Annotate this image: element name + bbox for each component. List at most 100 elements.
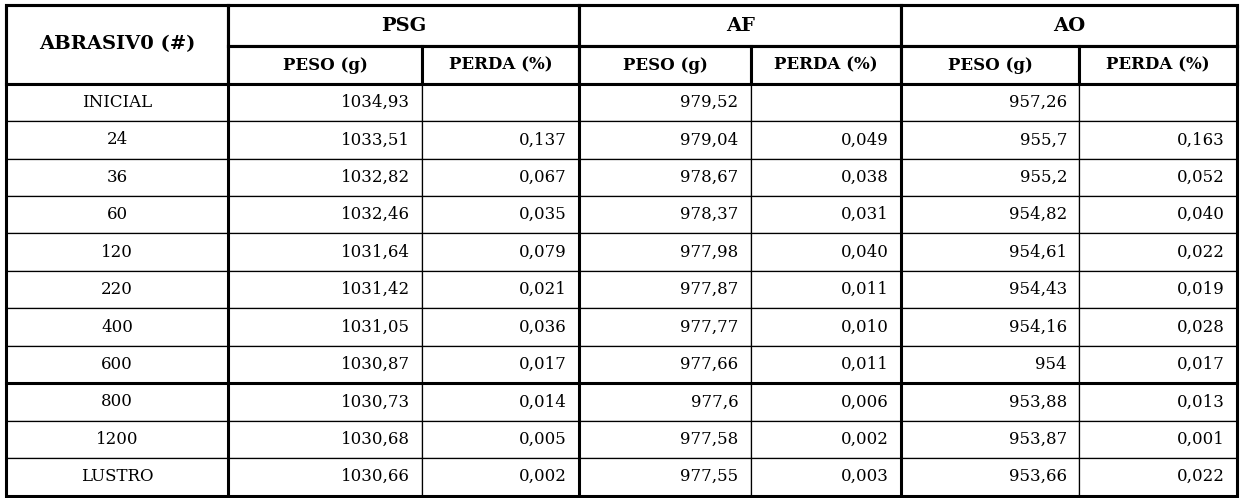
Bar [6, 458, 229, 496]
Text: 977,87: 977,87 [680, 281, 738, 298]
Bar [6, 383, 229, 421]
Text: PESO (g): PESO (g) [948, 57, 1033, 74]
Bar [901, 84, 1079, 121]
Bar [901, 121, 1079, 159]
Bar [6, 234, 229, 271]
Bar [229, 196, 423, 234]
Bar [1079, 458, 1237, 496]
Bar [1079, 421, 1237, 458]
Text: 1033,51: 1033,51 [341, 131, 410, 148]
Bar [6, 308, 229, 346]
Text: 800: 800 [101, 393, 133, 410]
Bar [1079, 121, 1237, 159]
Bar [751, 196, 901, 234]
Text: 1200: 1200 [96, 431, 138, 448]
Bar [423, 121, 579, 159]
Text: PERDA (%): PERDA (%) [1106, 57, 1209, 74]
Text: AF: AF [726, 16, 755, 35]
Bar [423, 346, 579, 383]
Text: 977,66: 977,66 [680, 356, 738, 373]
Bar [1079, 46, 1237, 84]
Bar [901, 271, 1079, 308]
Text: 1032,82: 1032,82 [341, 169, 410, 186]
Bar [751, 46, 901, 84]
Text: PESO (g): PESO (g) [623, 57, 707, 74]
Text: 0,038: 0,038 [840, 169, 889, 186]
Text: 0,014: 0,014 [520, 393, 567, 410]
Text: 36: 36 [107, 169, 128, 186]
Text: 1031,42: 1031,42 [341, 281, 410, 298]
Bar [751, 421, 901, 458]
Text: 0,040: 0,040 [840, 244, 889, 261]
Text: 1030,73: 1030,73 [341, 393, 410, 410]
Bar [229, 271, 423, 308]
Text: 0,006: 0,006 [840, 393, 889, 410]
Text: 0,067: 0,067 [520, 169, 567, 186]
Text: 955,2: 955,2 [1019, 169, 1066, 186]
Bar [579, 46, 751, 84]
Bar [751, 271, 901, 308]
Text: 0,052: 0,052 [1177, 169, 1224, 186]
Bar [579, 383, 751, 421]
Bar [751, 383, 901, 421]
Text: 0,163: 0,163 [1177, 131, 1224, 148]
Bar [229, 458, 423, 496]
Text: 978,37: 978,37 [680, 206, 738, 223]
Bar [751, 346, 901, 383]
Text: 0,137: 0,137 [520, 131, 567, 148]
Text: 977,98: 977,98 [680, 244, 738, 261]
Text: 0,031: 0,031 [840, 206, 889, 223]
Bar [229, 234, 423, 271]
Text: PSG: PSG [382, 16, 426, 35]
Bar [6, 421, 229, 458]
Bar [579, 159, 751, 196]
Text: 1034,93: 1034,93 [341, 94, 410, 111]
Text: 0,005: 0,005 [520, 431, 567, 448]
Text: 0,002: 0,002 [840, 431, 889, 448]
Bar [423, 383, 579, 421]
Bar [423, 308, 579, 346]
Text: 954,82: 954,82 [1009, 206, 1066, 223]
Bar [751, 458, 901, 496]
Text: 954,43: 954,43 [1009, 281, 1066, 298]
Bar [229, 159, 423, 196]
Text: 0,002: 0,002 [520, 468, 567, 485]
Text: 0,013: 0,013 [1176, 393, 1224, 410]
Text: 0,049: 0,049 [840, 131, 889, 148]
Text: 977,55: 977,55 [680, 468, 738, 485]
Text: PESO (g): PESO (g) [282, 57, 368, 74]
Bar [579, 346, 751, 383]
Bar [579, 196, 751, 234]
Bar [6, 159, 229, 196]
Text: 977,6: 977,6 [691, 393, 738, 410]
Text: 0,011: 0,011 [840, 356, 889, 373]
Text: 953,88: 953,88 [1009, 393, 1066, 410]
Text: 1031,64: 1031,64 [341, 244, 410, 261]
Bar [229, 46, 423, 84]
Text: 978,67: 978,67 [680, 169, 738, 186]
Bar [6, 84, 229, 121]
Bar [229, 84, 423, 121]
Bar [6, 196, 229, 234]
Text: 120: 120 [101, 244, 133, 261]
Text: 0,010: 0,010 [840, 319, 889, 336]
Bar [1079, 271, 1237, 308]
Bar [579, 5, 901, 46]
Bar [901, 308, 1079, 346]
Text: 953,66: 953,66 [1009, 468, 1066, 485]
Bar [579, 421, 751, 458]
Text: 220: 220 [101, 281, 133, 298]
Text: 1030,66: 1030,66 [341, 468, 410, 485]
Text: 953,87: 953,87 [1009, 431, 1066, 448]
Text: INICIAL: INICIAL [82, 94, 152, 111]
Bar [1079, 196, 1237, 234]
Text: 0,028: 0,028 [1176, 319, 1224, 336]
Text: 977,77: 977,77 [680, 319, 738, 336]
Bar [423, 271, 579, 308]
Bar [901, 5, 1237, 46]
Text: AO: AO [1053, 16, 1085, 35]
Text: 0,011: 0,011 [840, 281, 889, 298]
Text: PERDA (%): PERDA (%) [774, 57, 878, 74]
Bar [423, 46, 579, 84]
Bar [901, 458, 1079, 496]
